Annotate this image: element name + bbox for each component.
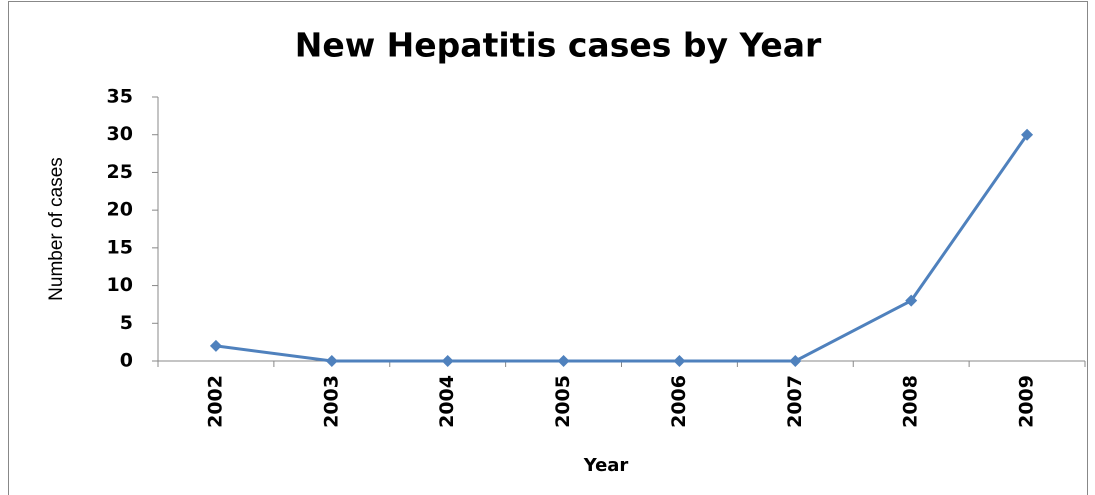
y-tick-label: 0 [120, 350, 133, 372]
x-tick-label: 2002 [204, 375, 226, 428]
data-marker [325, 355, 338, 367]
x-tick-label: 2005 [552, 375, 574, 428]
x-tick-label: 2008 [900, 375, 922, 428]
data-line [215, 133, 1029, 363]
y-tick-label: 10 [107, 274, 133, 296]
y-tick-label: 20 [107, 199, 133, 221]
y-tick-label: 5 [120, 312, 133, 334]
data-marker [209, 339, 222, 352]
x-tick-label: 2009 [1016, 375, 1038, 428]
y-axis-label: Number of cases [46, 157, 67, 301]
x-axis-label: Year [583, 455, 629, 476]
x-tick-label: 2007 [784, 375, 806, 428]
data-marker [557, 355, 570, 367]
data-marker [673, 355, 686, 367]
data-marker [789, 355, 802, 367]
y-tick-label: 30 [107, 123, 133, 145]
x-tick-label: 2006 [668, 375, 690, 428]
chart-frame [8, 1, 1088, 495]
y-tick-label: 25 [107, 161, 133, 183]
data-marker [905, 294, 918, 307]
data-marker [1021, 128, 1034, 141]
x-tick-label: 2003 [320, 375, 342, 428]
y-tick-label: 35 [107, 86, 133, 108]
y-tick-label: 15 [107, 236, 133, 258]
chart-title: New Hepatitis cases by Year [295, 26, 822, 65]
data-marker [441, 355, 454, 367]
x-tick-label: 2004 [436, 375, 458, 428]
